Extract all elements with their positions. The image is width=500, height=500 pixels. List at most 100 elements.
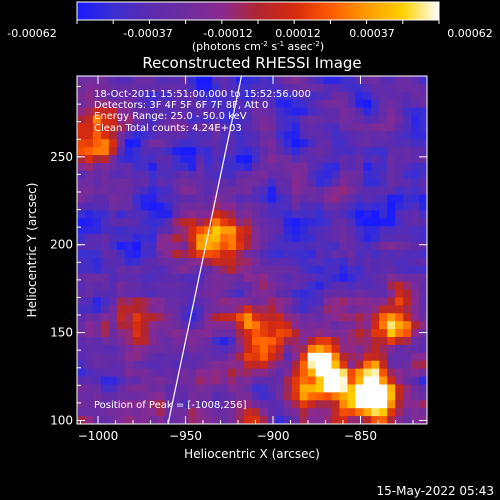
- heatmap-cell: [339, 242, 349, 251]
- heatmap-cell: [92, 186, 102, 196]
- heatmap-cell: [84, 194, 94, 204]
- heatmap-cell: [403, 297, 412, 306]
- heatmap-cell: [236, 257, 245, 267]
- heatmap-cell: [315, 376, 325, 386]
- heatmap-cell: [395, 376, 404, 386]
- heatmap-cell: [77, 76, 86, 85]
- heatmap-cell: [132, 202, 142, 212]
- heatmap-cell: [395, 99, 404, 109]
- heatmap-cell: [172, 210, 181, 219]
- heatmap-cell: [315, 194, 325, 204]
- heatmap-cell: [419, 91, 427, 101]
- heatmap-cell: [307, 384, 317, 393]
- heatmap-cell: [148, 202, 158, 212]
- heatmap-cell: [259, 376, 269, 386]
- heatmap-cell: [108, 218, 118, 227]
- heatmap-cell: [77, 368, 86, 378]
- heatmap-cell: [172, 147, 181, 156]
- heatmap-cell: [228, 344, 237, 354]
- heatmap-cell: [347, 352, 356, 362]
- heatmap-cell: [188, 329, 197, 338]
- heatmap-cell: [363, 170, 372, 180]
- heatmap-cell: [347, 305, 356, 314]
- heatmap-cell: [259, 76, 269, 85]
- heatmap-cell: [220, 194, 229, 204]
- heatmap-cell: [132, 115, 142, 125]
- heatmap-cell: [299, 289, 309, 299]
- heatmap-cell: [323, 344, 333, 354]
- heatmap-cell: [419, 360, 427, 370]
- heatmap-cell: [156, 384, 166, 393]
- heatmap-cell: [156, 297, 166, 306]
- heatmap-cell: [323, 360, 333, 370]
- heatmap-cell: [148, 170, 158, 180]
- heatmap-cell: [77, 305, 86, 314]
- heatmap-cell: [259, 368, 269, 378]
- heatmap-cell: [371, 289, 380, 299]
- heatmap-cell: [77, 408, 86, 417]
- heatmap-cell: [124, 360, 134, 370]
- heatmap-cell: [140, 400, 150, 409]
- heatmap-cell: [259, 384, 269, 393]
- heatmap-cell: [275, 344, 285, 354]
- heatmap-cell: [259, 226, 269, 235]
- heatmap-cell: [100, 329, 110, 338]
- heatmap-cell: [124, 416, 134, 424]
- heatmap-cell: [108, 155, 118, 164]
- heatmap-cell: [379, 281, 388, 291]
- heatmap-cell: [315, 83, 325, 93]
- heatmap-cell: [244, 265, 253, 275]
- heatmap-cell: [395, 289, 404, 299]
- heatmap-cell: [395, 329, 404, 338]
- heatmap-cell: [148, 337, 158, 346]
- heatmap-cell: [84, 218, 94, 227]
- heatmap-cell: [100, 305, 110, 314]
- heatmap-cell: [212, 170, 221, 180]
- heatmap-cell: [331, 344, 341, 354]
- heatmap-cell: [124, 376, 134, 386]
- heatmap-cell: [331, 281, 341, 291]
- heatmap-cell: [100, 242, 110, 251]
- heatmap-cell: [100, 155, 110, 164]
- heatmap-cell: [411, 265, 420, 275]
- heatmap-cell: [419, 337, 427, 346]
- heatmap-cell: [77, 250, 86, 259]
- heatmap-cell: [299, 329, 309, 338]
- heatmap-cell: [347, 186, 356, 196]
- heatmap-cell: [188, 273, 197, 283]
- heatmap-cell: [188, 234, 197, 243]
- heatmap-cell: [355, 186, 364, 196]
- heatmap-cell: [355, 194, 364, 204]
- heatmap-cell: [244, 178, 253, 188]
- heatmap-cell: [395, 139, 404, 148]
- heatmap-cell: [196, 234, 205, 243]
- heatmap-cell: [299, 337, 309, 346]
- heatmap-cell: [299, 218, 309, 227]
- heatmap-cell: [275, 226, 285, 235]
- heatmap-cell: [259, 242, 269, 251]
- heatmap-cell: [387, 289, 396, 299]
- heatmap-cell: [228, 194, 237, 204]
- heatmap-cell: [140, 147, 150, 156]
- heatmap-cell: [204, 76, 213, 85]
- heatmap-cell: [315, 400, 325, 409]
- heatmap-cell: [339, 273, 349, 283]
- heatmap-cell: [236, 416, 245, 424]
- heatmap-cell: [228, 416, 237, 424]
- heatmap-cell: [259, 344, 269, 354]
- heatmap-cell: [315, 147, 325, 156]
- heatmap-cell: [172, 400, 181, 409]
- heatmap-cell: [379, 257, 388, 267]
- heatmap-cell: [77, 289, 86, 299]
- heatmap-cell: [379, 297, 388, 306]
- heatmap-cell: [180, 257, 189, 267]
- heatmap-cell: [212, 91, 221, 101]
- heatmap-cell: [244, 329, 253, 338]
- heatmap-cell: [267, 313, 277, 322]
- heatmap-cell: [411, 337, 420, 346]
- heatmap-cell: [355, 147, 364, 156]
- heatmap-cell: [347, 178, 356, 188]
- heatmap-cell: [379, 321, 388, 330]
- colorbar-tick-label: -0.00062: [7, 27, 56, 40]
- heatmap-cell: [307, 368, 317, 378]
